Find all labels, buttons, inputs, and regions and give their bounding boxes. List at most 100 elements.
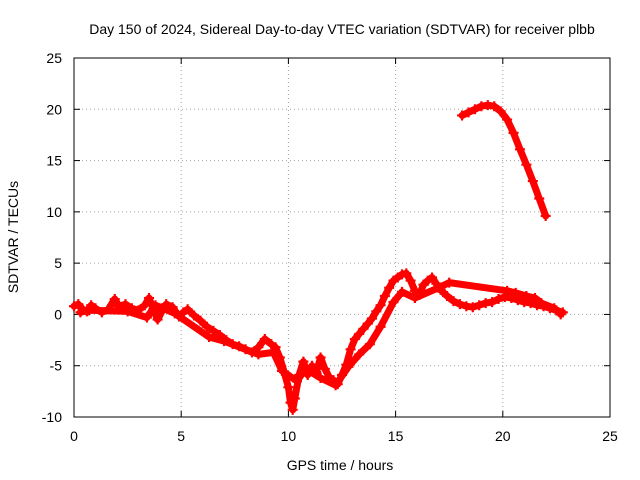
data-point	[204, 331, 215, 342]
data-point	[358, 323, 369, 334]
data-point	[152, 314, 163, 325]
data-point	[84, 305, 95, 316]
data-point	[442, 290, 453, 301]
data-point	[330, 380, 341, 391]
data-point	[354, 349, 365, 360]
data-point	[375, 300, 386, 311]
data-point	[122, 306, 133, 317]
data-points	[69, 100, 568, 415]
data-point	[489, 101, 500, 112]
data-point	[141, 312, 152, 323]
data-point	[300, 363, 311, 374]
data-point	[493, 294, 504, 305]
data-point	[529, 293, 540, 304]
data-point	[454, 299, 465, 310]
data-point	[457, 110, 468, 121]
data-point	[319, 363, 330, 374]
data-point	[534, 193, 545, 204]
data-point	[364, 339, 375, 350]
x-tick-label: 20	[495, 428, 511, 444]
data-point	[448, 296, 459, 307]
chart-title: Day 150 of 2024, Sidereal Day-to-day VTE…	[89, 21, 595, 37]
data-point	[521, 159, 532, 170]
y-tick-label: 15	[46, 153, 62, 169]
y-tick-label: 5	[54, 255, 62, 271]
x-tick-label: 0	[70, 428, 78, 444]
data-point	[219, 336, 230, 347]
y-axis-label: SDTVAR / TECUs	[5, 181, 21, 293]
series-secondary-scatter	[75, 277, 566, 391]
data-point	[527, 176, 538, 187]
data-point	[349, 334, 360, 345]
data-point	[405, 275, 416, 286]
data-point	[463, 107, 474, 118]
data-point	[75, 307, 86, 318]
data-point	[120, 299, 131, 310]
data-point	[195, 315, 206, 326]
data-point	[343, 361, 354, 372]
y-tick-label: 25	[46, 50, 62, 66]
data-point	[388, 297, 399, 308]
plot-frame	[73, 57, 611, 418]
y-tick-label: 0	[54, 306, 62, 322]
series-arc-scatter	[457, 100, 551, 221]
data-point	[379, 290, 390, 301]
data-point	[109, 294, 120, 305]
data-point	[502, 114, 513, 125]
data-point	[345, 344, 356, 355]
data-point	[298, 356, 309, 367]
data-point	[139, 300, 150, 311]
data-point	[289, 393, 300, 404]
y-tick-label: -5	[50, 358, 63, 374]
x-axis-label: GPS time / hours	[287, 457, 394, 473]
data-point	[144, 293, 155, 304]
data-point	[502, 285, 513, 296]
data-point	[268, 347, 279, 358]
data-point	[375, 321, 386, 332]
data-point	[474, 300, 485, 311]
data-point	[150, 300, 161, 311]
data-point	[354, 328, 365, 339]
data-point	[287, 404, 298, 415]
data-point	[444, 277, 455, 288]
data-point	[540, 210, 551, 221]
data-point	[467, 302, 478, 313]
data-point	[549, 303, 560, 314]
data-point	[189, 310, 200, 321]
series-trace	[70, 269, 567, 414]
x-tick-label: 25	[602, 428, 618, 444]
data-point	[401, 268, 412, 279]
data-point	[169, 308, 180, 319]
data-point	[555, 309, 566, 320]
data-point	[362, 318, 373, 329]
data-point	[283, 382, 294, 393]
data-point	[495, 106, 506, 117]
data-point	[469, 104, 480, 115]
grid-layer	[74, 58, 610, 417]
data-point	[487, 297, 498, 308]
x-tick-label: 15	[388, 428, 404, 444]
data-point	[367, 313, 378, 324]
x-tick-label: 10	[281, 428, 297, 444]
data-point	[315, 373, 326, 384]
data-point	[397, 286, 408, 297]
data-point	[182, 304, 193, 315]
data-point	[201, 321, 212, 332]
data-point	[427, 272, 438, 283]
data-point	[521, 290, 532, 301]
data-point	[510, 287, 521, 298]
data-point	[536, 298, 547, 309]
data-point	[73, 299, 84, 310]
y-tick-label: -10	[42, 409, 62, 425]
data-point	[315, 352, 326, 363]
data-point	[208, 325, 219, 336]
data-point	[371, 306, 382, 317]
data-point	[276, 365, 287, 376]
data-point	[514, 144, 525, 155]
data-point	[259, 334, 270, 345]
data-point	[433, 282, 444, 293]
y-tick-label: 20	[46, 101, 62, 117]
data-point	[409, 293, 420, 304]
y-tick-label: 10	[46, 204, 62, 220]
